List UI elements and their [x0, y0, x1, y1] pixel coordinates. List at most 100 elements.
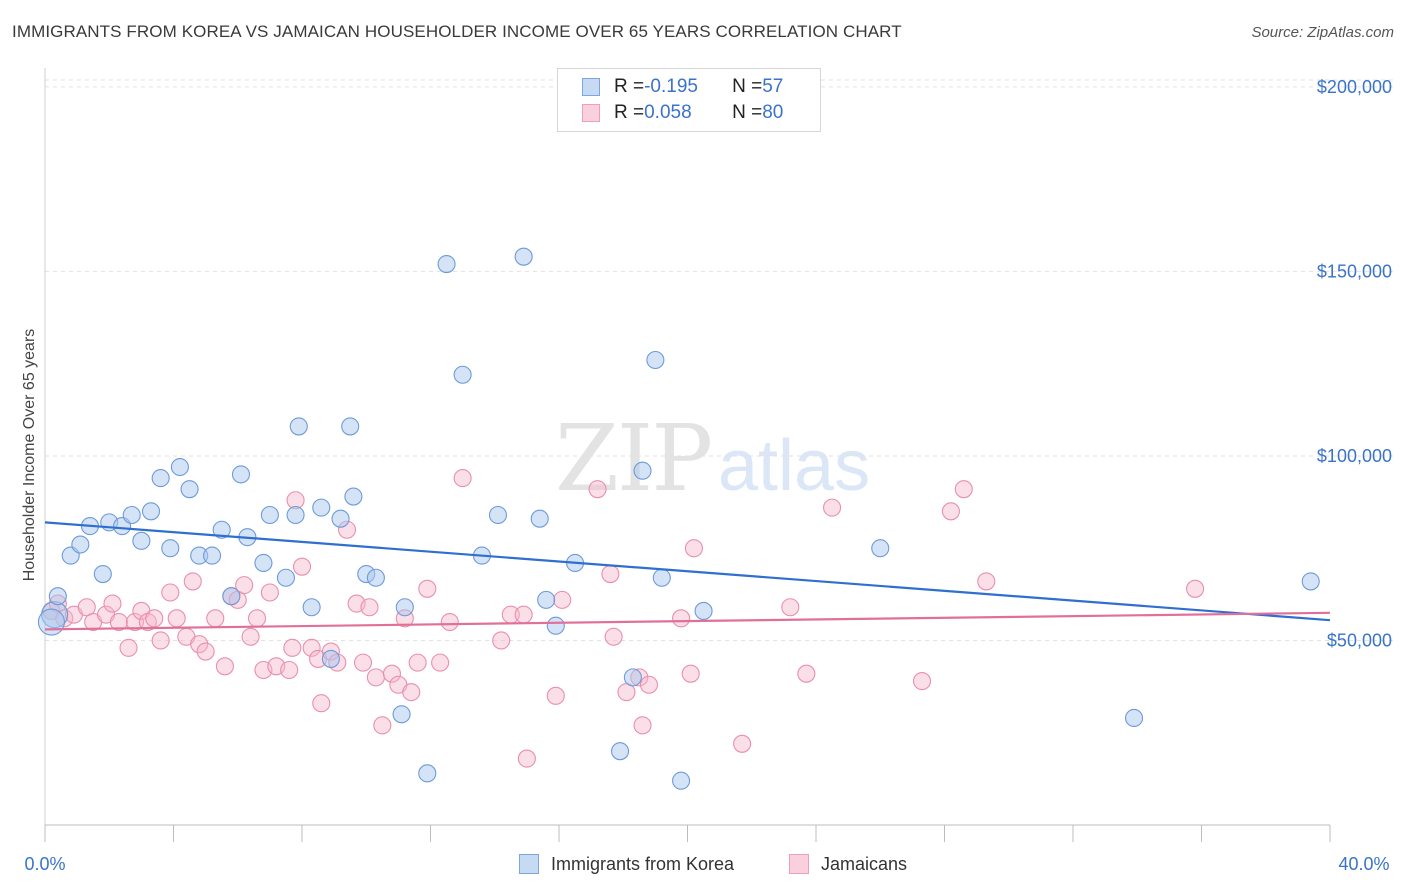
data-point-jamaicans [733, 734, 752, 753]
x-tick-label: 40.0% [1338, 854, 1389, 874]
chart-title: IMMIGRANTS FROM KOREA VS JAMAICAN HOUSEH… [12, 22, 902, 41]
data-point-jamaicans [292, 557, 312, 576]
data-point-korea [610, 742, 630, 761]
data-point-jamaicans [553, 590, 572, 609]
data-point-jamaicans [1186, 579, 1205, 598]
axes [44, 68, 1331, 842]
legend-r-label: R = [614, 102, 645, 123]
data-point-korea [694, 601, 713, 621]
data-point-korea [344, 487, 363, 506]
legend-n-label: N = [732, 76, 763, 97]
data-point-korea [514, 247, 533, 266]
data-point-korea [212, 520, 231, 539]
data-point-jamaicans [546, 686, 565, 705]
data-point-jamaicans [190, 635, 209, 654]
data-point-jamaicans [941, 502, 960, 521]
data-point-jamaicans [977, 572, 996, 591]
data-point-korea [260, 505, 279, 525]
data-point-korea [289, 417, 308, 436]
data-point-korea [286, 505, 305, 525]
data-point-jamaicans [196, 642, 215, 661]
data-point-korea [276, 568, 295, 587]
data-point-jamaicans [823, 498, 842, 517]
data-point-korea [418, 764, 437, 783]
data-point-korea [161, 539, 180, 558]
x-tick-label: 0.0% [24, 854, 65, 874]
data-point-korea [321, 649, 340, 668]
data-point-jamaicans [418, 579, 437, 598]
series-korea [37, 247, 1320, 790]
data-point-korea [122, 505, 141, 525]
data-point-korea [141, 502, 161, 521]
data-point-korea [341, 417, 360, 436]
data-point-jamaicans [119, 638, 138, 657]
grid-lines [45, 79, 1395, 641]
stats-legend: R = -0.195 N = 57 R = 0.058 N = 80 [557, 68, 821, 132]
data-point-jamaicans [280, 660, 299, 680]
data-point-jamaicans [247, 609, 267, 628]
data-point-korea [302, 598, 321, 617]
legend-r-value: -0.195 [644, 76, 698, 97]
data-point-jamaicans [781, 598, 800, 617]
watermark-atlas: atlas [718, 426, 871, 506]
legend-swatch-korea [582, 78, 600, 96]
data-point-jamaicans [672, 609, 691, 628]
data-point-korea [395, 598, 414, 617]
trend-line-jamaicans [44, 611, 1331, 631]
legend-swatch-jamaicans [582, 104, 600, 122]
data-point-jamaicans [588, 480, 607, 499]
data-point-korea [453, 365, 472, 384]
y-tick-label: $150,000 [1317, 261, 1392, 281]
data-point-korea [623, 668, 642, 687]
data-point-korea [93, 564, 112, 584]
data-point-jamaicans [604, 627, 623, 646]
data-point-korea [392, 705, 411, 724]
trend-lines [44, 521, 1331, 631]
data-point-jamaicans [684, 539, 703, 558]
y-tick-label: $100,000 [1317, 446, 1392, 466]
data-point-korea [254, 553, 273, 573]
data-point-jamaicans [382, 664, 402, 683]
data-point-jamaicans [797, 664, 816, 683]
data-point-jamaicans [440, 612, 459, 632]
bottom-legend-korea: Immigrants from Korea [519, 852, 734, 876]
data-point-jamaicans [402, 683, 421, 702]
tick-labels: $50,000 $100,000 $150,000 $200,000 0.0% 40.0% [24, 77, 1392, 874]
y-tick-label: $200,000 [1317, 77, 1392, 97]
data-point-jamaicans [312, 694, 331, 713]
y-axis-title: Householder Income Over 65 years [21, 329, 38, 582]
data-point-korea [170, 457, 189, 477]
data-point-korea [132, 531, 151, 550]
trend-line-korea [44, 521, 1331, 622]
data-point-korea [151, 469, 170, 488]
data-point-korea [488, 505, 508, 525]
source-label: Source: ZipAtlas.com [1251, 24, 1394, 41]
data-point-jamaicans [514, 605, 533, 624]
data-point-korea [633, 461, 652, 480]
data-point-jamaicans [353, 653, 373, 672]
data-point-jamaicans [681, 664, 700, 683]
data-point-korea [231, 465, 251, 484]
data-point-jamaicans [161, 583, 180, 602]
data-point-korea [871, 539, 890, 558]
data-point-korea [672, 771, 691, 790]
data-point-jamaicans [241, 627, 260, 646]
data-point-korea [1124, 708, 1144, 728]
bottom-legend-jamaicans: Jamaicans [789, 852, 907, 876]
data-point-jamaicans [206, 609, 225, 628]
y-tick-label: $50,000 [1327, 630, 1392, 650]
data-point-jamaicans [431, 653, 450, 672]
data-point-jamaicans [103, 594, 122, 613]
data-point-korea [652, 568, 671, 587]
data-point-jamaicans [633, 716, 652, 735]
bottom-legend-label-korea: Immigrants from Korea [551, 853, 735, 874]
data-point-korea [180, 480, 199, 499]
watermark-zip: ZIP [555, 405, 713, 512]
data-point-jamaicans [260, 583, 279, 602]
data-point-korea [48, 587, 67, 606]
data-point-korea [530, 509, 549, 528]
legend-n-value: 80 [762, 102, 784, 123]
data-point-korea [312, 498, 331, 517]
legend-row-korea: R = -0.195 N = 57 [582, 75, 783, 99]
